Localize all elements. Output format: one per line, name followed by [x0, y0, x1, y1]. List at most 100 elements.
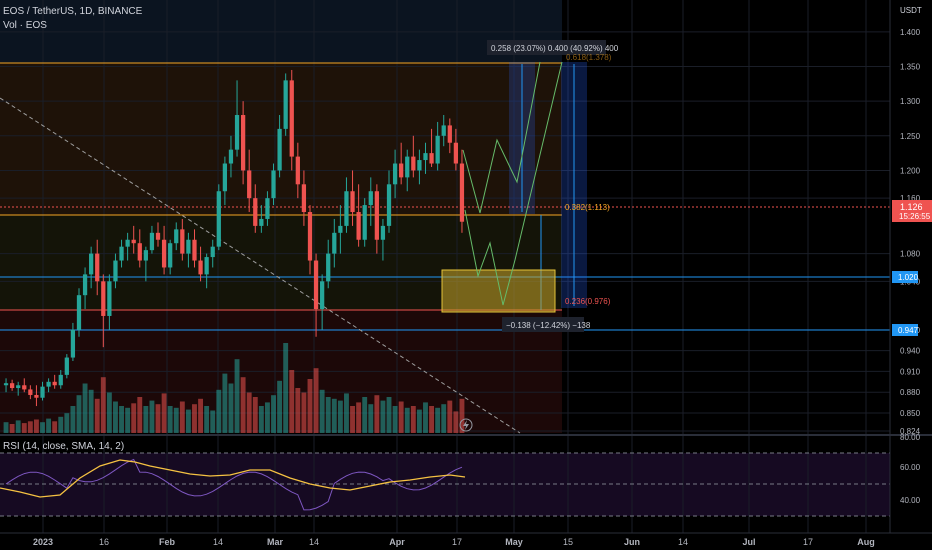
descending-trendline[interactable] [0, 97, 521, 434]
candle-body [234, 115, 240, 150]
candle-body [307, 212, 313, 261]
measure-down-label: −0.138 (−12.42%) −138 [506, 321, 591, 330]
volume-bar [192, 404, 197, 433]
candle-body [228, 149, 234, 164]
volume-bar [240, 377, 246, 433]
lightning-icon[interactable] [459, 418, 473, 432]
projection-path-2[interactable] [464, 61, 563, 306]
candle-body [101, 281, 106, 316]
rsi-ma-line [0, 459, 466, 498]
candle-body [16, 385, 21, 389]
candle-body [125, 239, 130, 247]
candle-body [259, 218, 264, 226]
volume-bar [386, 397, 392, 433]
volume-bar [252, 397, 258, 433]
rsi-legend: RSI (14, close, SMA, 14, 2) [3, 441, 125, 452]
candle-body [344, 191, 349, 226]
candle-body [107, 281, 112, 316]
volume-bar [271, 395, 276, 433]
volume-bar [40, 422, 45, 433]
volume-bar [295, 388, 301, 433]
fib-top-label: 0.618(1.378) [566, 53, 612, 62]
candle-body [89, 253, 94, 275]
candle-body [453, 142, 459, 164]
fib-236-label: 0.236(0.976) [565, 297, 611, 306]
candle-body [198, 260, 203, 275]
candle-body [423, 153, 428, 161]
candle-body [283, 80, 288, 129]
volume-bar [88, 389, 94, 433]
volume-bar [131, 403, 137, 433]
time-axis[interactable]: 2023 16 Feb 14 Mar 14 Apr 17 May 15 Jun 14 Jul 17 Aug [33, 537, 875, 547]
price-axis[interactable]: 1.4001.3501.3001.2501.2001.1601.0801.040… [900, 28, 921, 436]
volume-bar [58, 416, 64, 433]
rsi-tick: 60.00 [900, 463, 921, 472]
volume-bar [119, 406, 124, 433]
volume-bar [453, 411, 459, 433]
candle-body [168, 243, 173, 268]
volume-bar [337, 400, 343, 433]
candle-body [253, 198, 258, 226]
price-tick: 0.824 [900, 427, 921, 436]
rsi-line [5, 458, 463, 511]
volume-bar [380, 400, 386, 433]
current-price-value: 1.126 [900, 202, 923, 212]
volume-bar [423, 402, 428, 433]
time-tick: 2023 [33, 537, 53, 547]
volume-bar [3, 422, 9, 433]
time-tick: Feb [159, 537, 176, 547]
price-tick: 0.940 [900, 347, 921, 356]
time-tick: May [505, 537, 523, 547]
volume-bar [392, 406, 398, 433]
candle-body [180, 229, 185, 254]
candle-body [405, 156, 410, 178]
time-tick: Mar [267, 537, 284, 547]
lightning-icon-glyph [463, 420, 469, 430]
volume-bar [307, 379, 313, 433]
time-tick: Apr [389, 537, 405, 547]
volume-bar [94, 398, 100, 433]
volume-bar [149, 400, 155, 433]
volume-bar [137, 397, 143, 433]
rsi-axis: 80.00 60.00 40.00 [900, 433, 921, 505]
candle-body [368, 191, 373, 206]
candle-body [411, 156, 416, 171]
candle-body [350, 191, 355, 213]
volume-bar [447, 400, 453, 433]
projection-path-1[interactable] [462, 61, 541, 214]
volume-bar [429, 406, 435, 433]
volume-bar [404, 407, 410, 433]
volume-bar [185, 409, 191, 433]
price-tick: 1.080 [900, 250, 921, 259]
rsi-tick: 40.00 [900, 496, 921, 505]
volume-bar [416, 409, 422, 433]
volume-bar [459, 398, 465, 433]
volume-bar [179, 401, 185, 433]
volume-bar [155, 404, 161, 433]
price-tick: 1.300 [900, 97, 921, 106]
volume-bar [82, 383, 88, 433]
candle-body [289, 80, 294, 157]
candle-body [34, 394, 39, 398]
time-tick: 17 [452, 537, 462, 547]
level-tag-1020 [892, 271, 918, 283]
candle-body [277, 128, 282, 171]
symbol-header[interactable]: EOS / TetherUS, 1D, BINANCE [3, 6, 143, 17]
candle-body [40, 386, 45, 398]
candlesticks [3, 69, 465, 407]
candle-body [313, 260, 319, 310]
support-zone-box[interactable] [441, 269, 556, 313]
volume-bar [204, 406, 210, 433]
fib-382-label: 0.382(1.113) [565, 203, 610, 212]
candle-body [216, 191, 221, 247]
volume-bars [3, 343, 465, 433]
candle-body [28, 389, 33, 395]
measure-up-label: 0.258 (23.07%) 0.400 (40.92%) 400 [491, 44, 619, 53]
candle-body [380, 225, 386, 240]
price-tick: 0.880 [900, 388, 921, 397]
volume-bar [33, 419, 39, 433]
volume-bar [27, 421, 33, 433]
time-tick: 15 [563, 537, 573, 547]
volume-bar [283, 343, 289, 433]
